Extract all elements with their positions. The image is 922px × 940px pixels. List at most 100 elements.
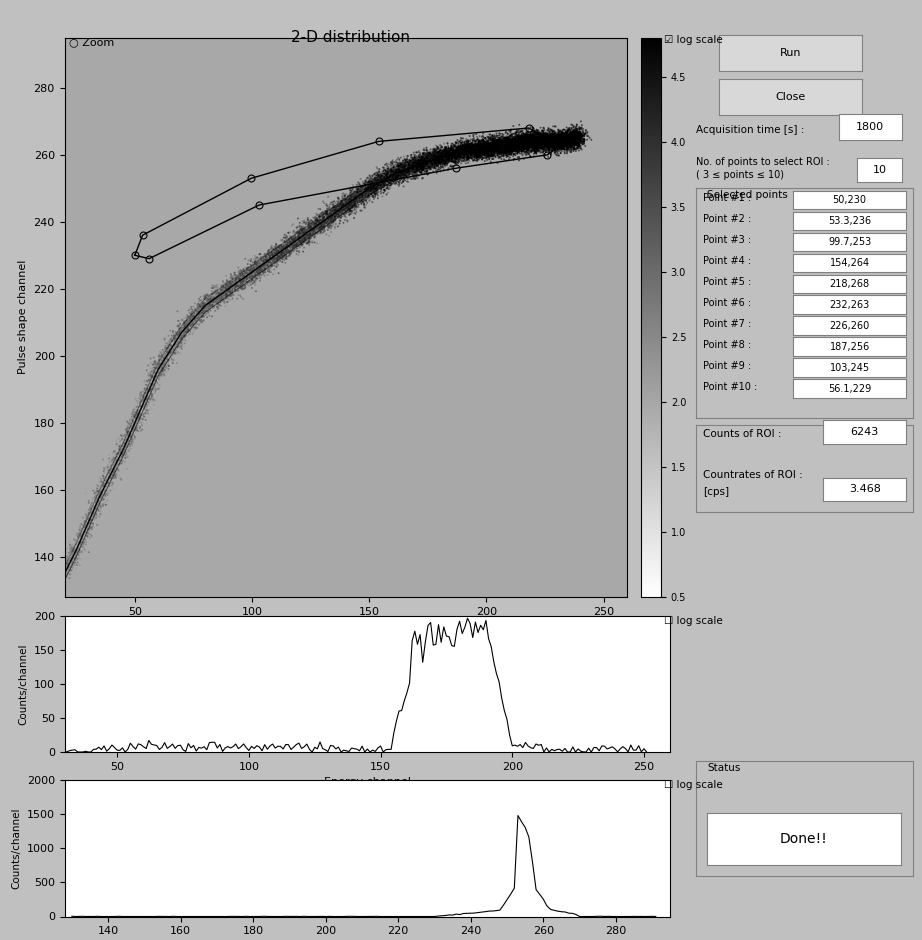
Point: [218, 281, 232, 296]
Point: [552, 138, 567, 153]
Point: [403, 162, 418, 177]
Point: [131, 414, 146, 429]
Point: [566, 127, 581, 142]
Point: [556, 141, 571, 156]
Point: [523, 136, 538, 151]
Point: [337, 196, 351, 211]
Point: [463, 141, 478, 156]
Point: [289, 232, 303, 247]
Point: [262, 248, 277, 263]
Point: [182, 313, 196, 328]
Point: [148, 353, 162, 368]
Point: [504, 136, 519, 151]
Point: [363, 177, 378, 192]
Point: [488, 136, 502, 151]
Point: [484, 149, 499, 164]
Point: [485, 141, 500, 156]
Point: [423, 147, 438, 162]
Point: [211, 301, 226, 316]
Point: [124, 422, 139, 437]
Point: [163, 338, 178, 353]
Point: [168, 331, 183, 346]
Point: [379, 181, 394, 196]
Point: [97, 462, 112, 477]
Point: [112, 434, 127, 449]
Point: [396, 179, 411, 194]
Point: [431, 149, 445, 164]
Point: [338, 199, 353, 214]
Point: [217, 287, 231, 302]
Point: [96, 492, 111, 507]
Point: [234, 265, 249, 280]
Point: [497, 140, 512, 155]
Point: [298, 227, 313, 243]
Point: [348, 196, 362, 212]
Point: [160, 341, 175, 356]
Point: [137, 385, 152, 400]
Point: [454, 149, 468, 164]
Point: [444, 145, 459, 160]
Point: [160, 345, 175, 360]
Point: [523, 135, 538, 150]
Point: [228, 276, 242, 291]
Point: [542, 137, 557, 152]
Point: [306, 219, 321, 234]
Point: [557, 129, 572, 144]
Point: [520, 133, 535, 149]
Point: [490, 140, 504, 155]
Point: [453, 138, 467, 153]
Point: [521, 131, 536, 146]
Point: [123, 432, 137, 447]
Point: [565, 134, 580, 149]
Point: [406, 165, 420, 180]
Point: [219, 279, 233, 294]
Point: [258, 249, 273, 264]
Point: [567, 132, 582, 147]
Point: [572, 132, 586, 147]
Point: [398, 158, 413, 173]
Point: [334, 199, 349, 214]
Point: [107, 465, 122, 480]
Point: [299, 225, 313, 240]
Point: [496, 148, 511, 163]
Point: [520, 136, 535, 151]
Point: [335, 196, 349, 211]
Point: [528, 137, 543, 152]
Point: [539, 138, 554, 153]
Point: [435, 149, 450, 164]
Point: [422, 159, 437, 174]
Point: [422, 165, 437, 180]
Point: [394, 168, 408, 183]
Point: [524, 134, 538, 149]
Point: [523, 138, 538, 153]
Point: [346, 187, 361, 202]
Point: [540, 134, 555, 149]
Point: [187, 311, 202, 326]
Point: [442, 144, 456, 159]
Point: [289, 237, 303, 252]
Point: [397, 161, 412, 176]
Point: [250, 264, 265, 279]
Point: [227, 277, 242, 292]
Point: [263, 251, 278, 266]
Point: [454, 133, 468, 148]
Point: [272, 241, 287, 256]
Point: [503, 144, 518, 159]
Point: [90, 484, 105, 499]
Point: [447, 149, 462, 164]
Point: [458, 139, 473, 154]
Point: [551, 139, 566, 154]
Point: [343, 189, 358, 204]
Point: [491, 137, 505, 152]
Point: [489, 142, 503, 157]
Point: [555, 124, 570, 139]
Point: [132, 409, 147, 424]
Point: [327, 203, 342, 218]
Point: [309, 213, 324, 228]
Point: [349, 190, 364, 205]
Point: [351, 180, 366, 195]
Point: [527, 138, 542, 153]
Point: [320, 213, 335, 228]
Point: [308, 227, 323, 242]
Point: [551, 135, 566, 150]
